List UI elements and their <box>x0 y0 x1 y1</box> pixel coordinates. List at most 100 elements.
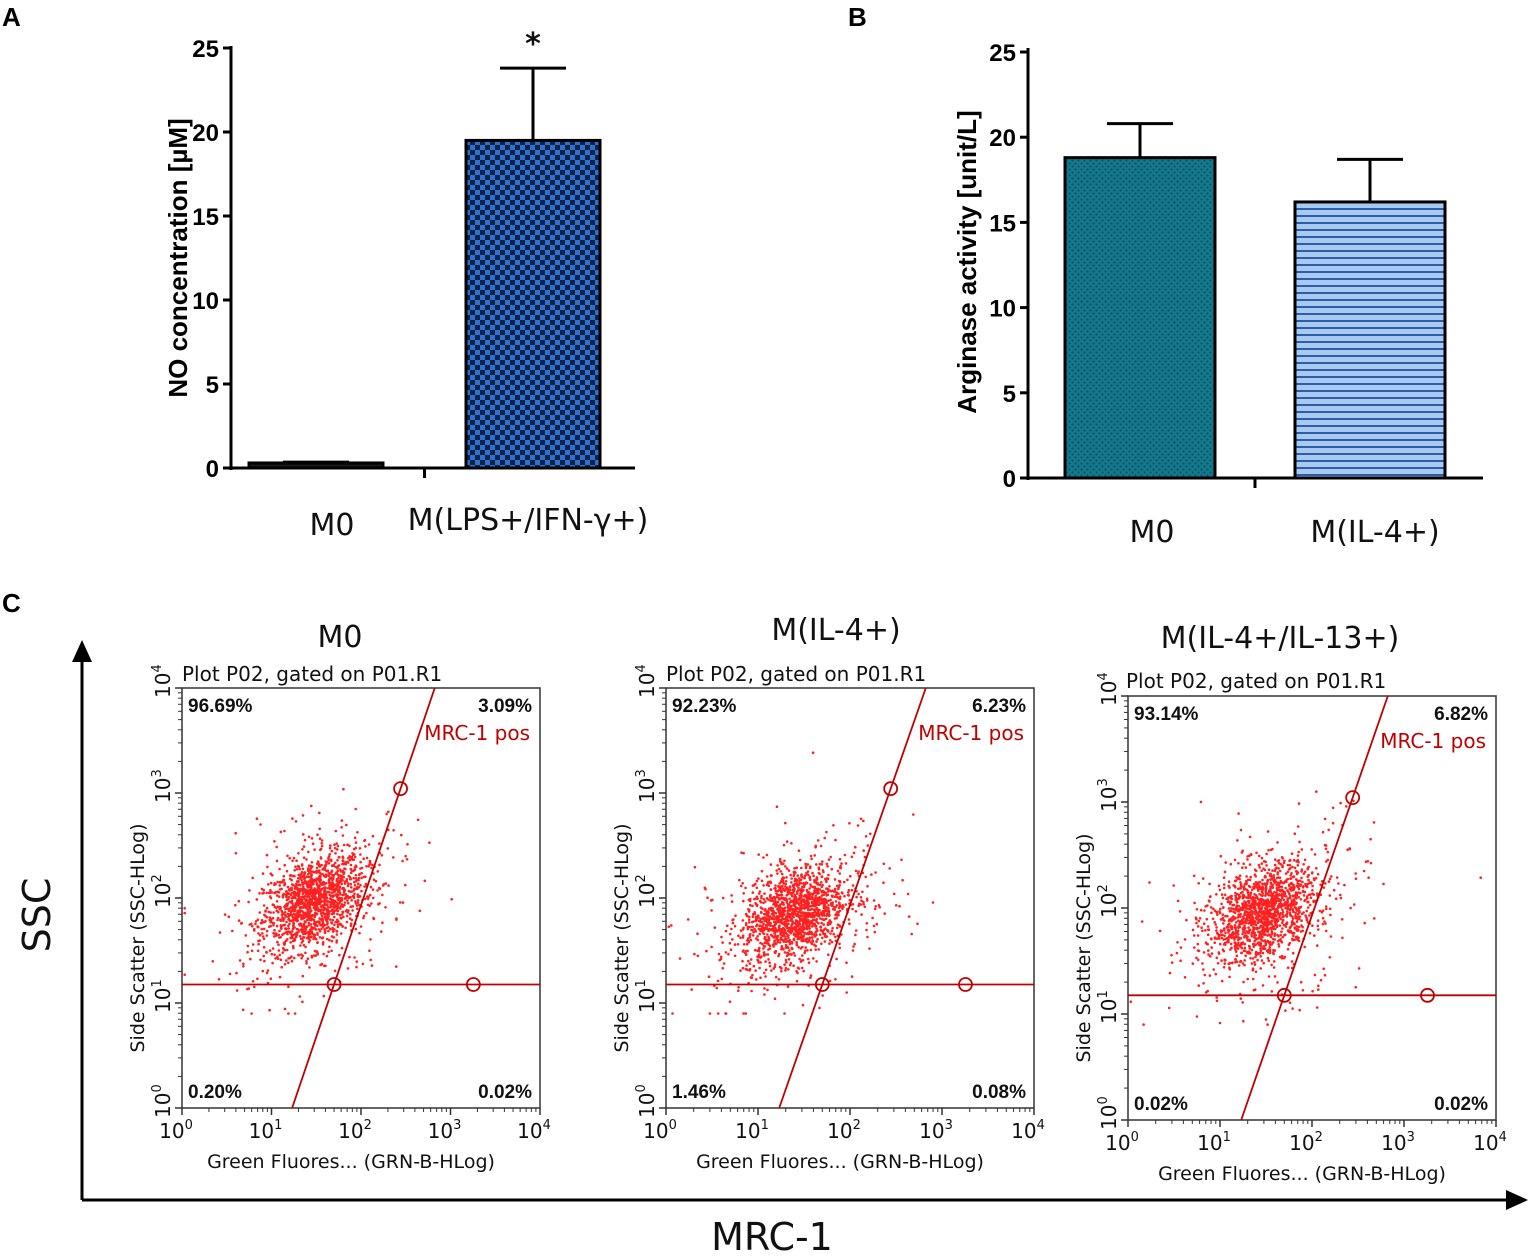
flow-event-dot <box>795 913 798 916</box>
flow-event-dot <box>1196 958 1200 962</box>
flow-event-dot <box>805 911 808 915</box>
flow-event-dot <box>350 899 354 902</box>
flow-event-dot <box>1254 875 1257 878</box>
flow-event-dot <box>1229 895 1232 898</box>
flow-gate-handle[interactable] <box>958 977 973 992</box>
flow-event-dot <box>811 871 814 875</box>
flow-event-dot <box>371 888 375 891</box>
flow-event-dot <box>312 937 315 941</box>
panel-letter-b: B <box>848 2 867 32</box>
flow-gate-handle[interactable] <box>326 977 342 992</box>
flow-event-dot <box>803 905 807 909</box>
flow-event-dot <box>1176 941 1179 944</box>
flow-event-dot <box>345 823 348 827</box>
flow-event-dot <box>1237 936 1240 939</box>
flow-event-dot <box>303 931 307 934</box>
flow-event-dot <box>298 874 301 877</box>
flow-event-dot <box>820 894 824 897</box>
flow-event-dot <box>1301 929 1304 933</box>
flow-event-dot <box>1172 884 1175 887</box>
flow-event-dot <box>275 845 279 849</box>
flow-event-dot <box>1219 907 1222 911</box>
flow-event-dot <box>327 881 331 885</box>
flow-event-dot <box>721 966 724 970</box>
flow-event-dot <box>261 935 265 938</box>
flow-event-dot <box>797 897 801 901</box>
flow-event-dot <box>1281 892 1284 896</box>
flow-event-dot <box>828 885 831 888</box>
flow-event-dot <box>329 918 332 921</box>
flow-event-dot <box>770 933 773 937</box>
flow-event-dot <box>325 860 329 864</box>
flow-event-dot <box>1366 860 1370 863</box>
flow-gate-handle[interactable] <box>883 781 899 797</box>
flow-event-dot <box>1283 859 1286 863</box>
flow-event-dot <box>1288 887 1292 891</box>
flow-event-dot <box>1263 918 1266 921</box>
flow-event-dot <box>837 879 841 883</box>
flow-event-dot <box>1294 907 1298 910</box>
flow-event-dot <box>828 889 831 892</box>
flow-event-dot <box>1209 955 1212 958</box>
flow-event-dot <box>782 843 786 847</box>
flow-event-dot <box>291 933 295 937</box>
flow-gate-handle[interactable] <box>465 977 481 992</box>
flow-event-dot <box>183 973 186 976</box>
flow-gate-handle[interactable] <box>393 781 408 797</box>
flow-event-dot <box>779 938 783 941</box>
flow-event-dot <box>787 888 790 891</box>
flow-event-dot <box>1210 911 1213 915</box>
flow-event-dot <box>1236 839 1239 842</box>
flow-event-dot <box>820 929 823 932</box>
flow-event-dot <box>1241 930 1245 933</box>
flow-event-dot <box>283 1007 287 1011</box>
flow-event-dot <box>780 861 783 864</box>
flow-event-dot <box>1223 927 1226 930</box>
flow-gate-handle[interactable] <box>814 977 830 992</box>
flow-event-dot <box>268 1008 271 1012</box>
flow-event-dot <box>1260 897 1263 901</box>
flow-event-dot <box>812 933 815 936</box>
flow-event-dot <box>1328 894 1332 897</box>
flow-event-dot <box>285 892 289 895</box>
flow-event-dot <box>316 860 320 863</box>
flow-xtick-label: 100 <box>643 1118 677 1143</box>
flow-event-dot <box>801 937 804 940</box>
flow-event-dot <box>279 935 283 939</box>
flow-event-dot <box>1367 876 1370 879</box>
flow-event-dot <box>358 931 361 935</box>
flow-event-dot <box>750 925 754 929</box>
flow-event-dot <box>810 925 814 928</box>
flow-event-dot <box>785 867 789 870</box>
flow-event-dot <box>1196 934 1200 937</box>
flow-event-dot <box>287 924 290 928</box>
flow-event-dot <box>783 935 787 938</box>
flow-event-dot <box>401 859 404 863</box>
flow-event-dot <box>367 895 370 898</box>
flow-event-dot <box>1199 908 1203 912</box>
flow-event-dot <box>370 866 373 870</box>
flow-event-dot <box>784 887 788 891</box>
flow-event-dot <box>1337 882 1340 885</box>
flow-event-dot <box>398 901 402 904</box>
flow-event-dot <box>381 884 385 887</box>
flow-event-dot <box>1253 963 1257 966</box>
flow-event-dot <box>803 949 807 953</box>
flow-event-dot <box>340 819 344 822</box>
flow-event-dot <box>1317 928 1320 931</box>
flow-event-dot <box>805 888 809 892</box>
flow-event-dot <box>1316 919 1320 922</box>
flow-event-dot <box>299 944 302 947</box>
flow-event-dot <box>1206 904 1209 907</box>
flow-event-dot <box>835 904 839 907</box>
flow-event-dot <box>823 836 826 840</box>
flow-event-dot <box>1296 879 1299 882</box>
flow-event-dot <box>265 891 269 895</box>
flow-event-dot <box>336 909 340 913</box>
flow-event-dot <box>310 894 313 898</box>
flow-event-dot <box>1246 918 1249 921</box>
flow-event-dot <box>851 949 855 952</box>
flow-event-dot <box>253 929 256 932</box>
flow-event-dot <box>341 893 345 897</box>
flow-event-dot <box>1256 927 1259 931</box>
